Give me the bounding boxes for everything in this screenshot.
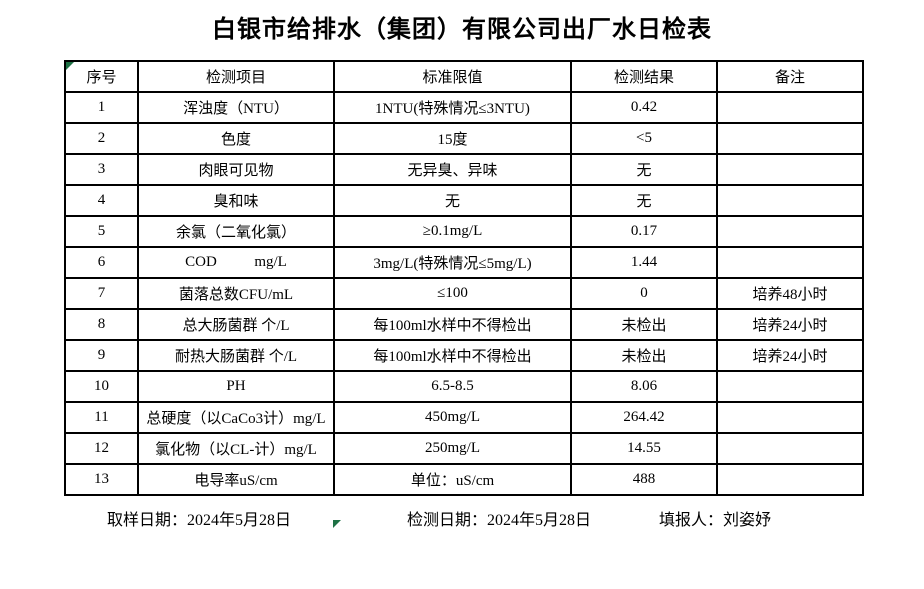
cell-limit: 15度: [333, 122, 572, 155]
table-row: 8 总大肠菌群 个/L 每100ml水样中不得检出 未检出 培养24小时: [64, 308, 864, 341]
cell-limit: 450mg/L: [333, 401, 572, 434]
table-row: 4 臭和味 无 无: [64, 184, 864, 217]
cell-limit: 1NTU(特殊情况≤3NTU): [333, 91, 572, 124]
table-row: 12 氯化物（以CL-计）mg/L 250mg/L 14.55: [64, 432, 864, 465]
cell-no: 4: [64, 184, 139, 217]
table-row: 9 耐热大肠菌群 个/L 每100ml水样中不得检出 未检出 培养24小时: [64, 339, 864, 372]
table-row: 11 总硬度（以CaCo3计）mg/L 450mg/L 264.42: [64, 401, 864, 434]
cell-no: 2: [64, 122, 139, 155]
inspection-table: 序号 检测项目 标准限值 检测结果 备注 1 浑浊度（NTU） 1NTU(特殊情…: [64, 60, 864, 496]
cell-no: 11: [64, 401, 139, 434]
report-title: 白银市给排水（集团）有限公司出厂水日检表: [212, 17, 712, 43]
cell-note: 培养48小时: [716, 277, 864, 310]
header-item: 检测项目: [137, 60, 335, 93]
cell-item: 电导率uS/cm: [137, 463, 335, 496]
table-row: 10 PH 6.5-8.5 8.06: [64, 370, 864, 403]
cell-item: 菌落总数CFU/mL: [137, 277, 335, 310]
cell-note: [716, 401, 864, 434]
inspection-table-container: 序号 检测项目 标准限值 检测结果 备注 1 浑浊度（NTU） 1NTU(特殊情…: [64, 60, 864, 528]
cell-note: [716, 215, 864, 248]
cell-no: 13: [64, 463, 139, 496]
table-row: 13 电导率uS/cm 单位：uS/cm 488: [64, 463, 864, 496]
cell-limit: 无异臭、异味: [333, 153, 572, 186]
cell-note: [716, 153, 864, 186]
excel-error-indicator-icon: [66, 62, 74, 70]
cell-result: 0: [570, 277, 718, 310]
cell-result: 0.42: [570, 91, 718, 124]
cell-limit: 每100ml水样中不得检出: [333, 308, 572, 341]
cell-no: 9: [64, 339, 139, 372]
report-footer: 取样日期：2024年5月28日 检测日期：2024年5月28日 填报人：刘姿妤: [0, 504, 924, 534]
cell-limit: 无: [333, 184, 572, 217]
cell-item: 总硬度（以CaCo3计）mg/L: [137, 401, 335, 434]
cell-note: [716, 246, 864, 279]
table-row: 7 菌落总数CFU/mL ≤100 0 培养48小时: [64, 277, 864, 310]
cell-note: [716, 91, 864, 124]
cell-no: 6: [64, 246, 139, 279]
header-result: 检测结果: [570, 60, 718, 93]
cell-item: COD mg/L: [137, 246, 335, 279]
cell-item: PH: [137, 370, 335, 403]
table-row: 5 余氯（二氧化氯） ≥0.1mg/L 0.17: [64, 215, 864, 248]
cell-limit: 3mg/L(特殊情况≤5mg/L): [333, 246, 572, 279]
header-row: 序号 检测项目 标准限值 检测结果 备注: [64, 60, 864, 93]
cell-item: 氯化物（以CL-计）mg/L: [137, 432, 335, 465]
table-row: 2 色度 15度 <5: [64, 122, 864, 155]
cell-limit: 单位：uS/cm: [333, 463, 572, 496]
cell-no: 10: [64, 370, 139, 403]
cell-note: 培养24小时: [716, 308, 864, 341]
cell-item: 色度: [137, 122, 335, 155]
testing-date: 检测日期：2024年5月28日: [407, 512, 592, 529]
cell-no: 7: [64, 277, 139, 310]
sampling-date: 取样日期：2024年5月28日: [107, 512, 292, 529]
cell-limit: 6.5-8.5: [333, 370, 572, 403]
cell-result: <5: [570, 122, 718, 155]
cell-item: 臭和味: [137, 184, 335, 217]
table-row: 3 肉眼可见物 无异臭、异味 无: [64, 153, 864, 186]
cell-note: [716, 463, 864, 496]
header-no: 序号: [64, 60, 139, 93]
cell-result: 无: [570, 184, 718, 217]
cell-item: 浑浊度（NTU）: [137, 91, 335, 124]
cell-item: 耐热大肠菌群 个/L: [137, 339, 335, 372]
cell-note: 培养24小时: [716, 339, 864, 372]
cell-no: 12: [64, 432, 139, 465]
cell-note: [716, 432, 864, 465]
excel-marker-icon: [333, 520, 341, 528]
table-row: 1 浑浊度（NTU） 1NTU(特殊情况≤3NTU) 0.42: [64, 91, 864, 124]
cell-limit: ≤100: [333, 277, 572, 310]
reporter-name: 填报人：刘姿妤: [659, 512, 772, 529]
cell-no: 5: [64, 215, 139, 248]
cell-no: 3: [64, 153, 139, 186]
cell-no: 8: [64, 308, 139, 341]
cell-item: 总大肠菌群 个/L: [137, 308, 335, 341]
cell-result: 8.06: [570, 370, 718, 403]
cell-limit: 250mg/L: [333, 432, 572, 465]
cell-limit: ≥0.1mg/L: [333, 215, 572, 248]
cell-result: 未检出: [570, 308, 718, 341]
header-limit: 标准限值: [333, 60, 572, 93]
cell-result: 264.42: [570, 401, 718, 434]
cell-limit: 每100ml水样中不得检出: [333, 339, 572, 372]
header-note: 备注: [716, 60, 864, 93]
cell-no: 1: [64, 91, 139, 124]
cell-result: 1.44: [570, 246, 718, 279]
cell-note: [716, 370, 864, 403]
table-row: 6 COD mg/L 3mg/L(特殊情况≤5mg/L) 1.44: [64, 246, 864, 279]
cell-note: [716, 122, 864, 155]
cell-note: [716, 184, 864, 217]
cell-result: 488: [570, 463, 718, 496]
cell-result: 无: [570, 153, 718, 186]
cell-item: 肉眼可见物: [137, 153, 335, 186]
cell-result: 0.17: [570, 215, 718, 248]
cell-result: 未检出: [570, 339, 718, 372]
cell-result: 14.55: [570, 432, 718, 465]
cell-item: 余氯（二氧化氯）: [137, 215, 335, 248]
